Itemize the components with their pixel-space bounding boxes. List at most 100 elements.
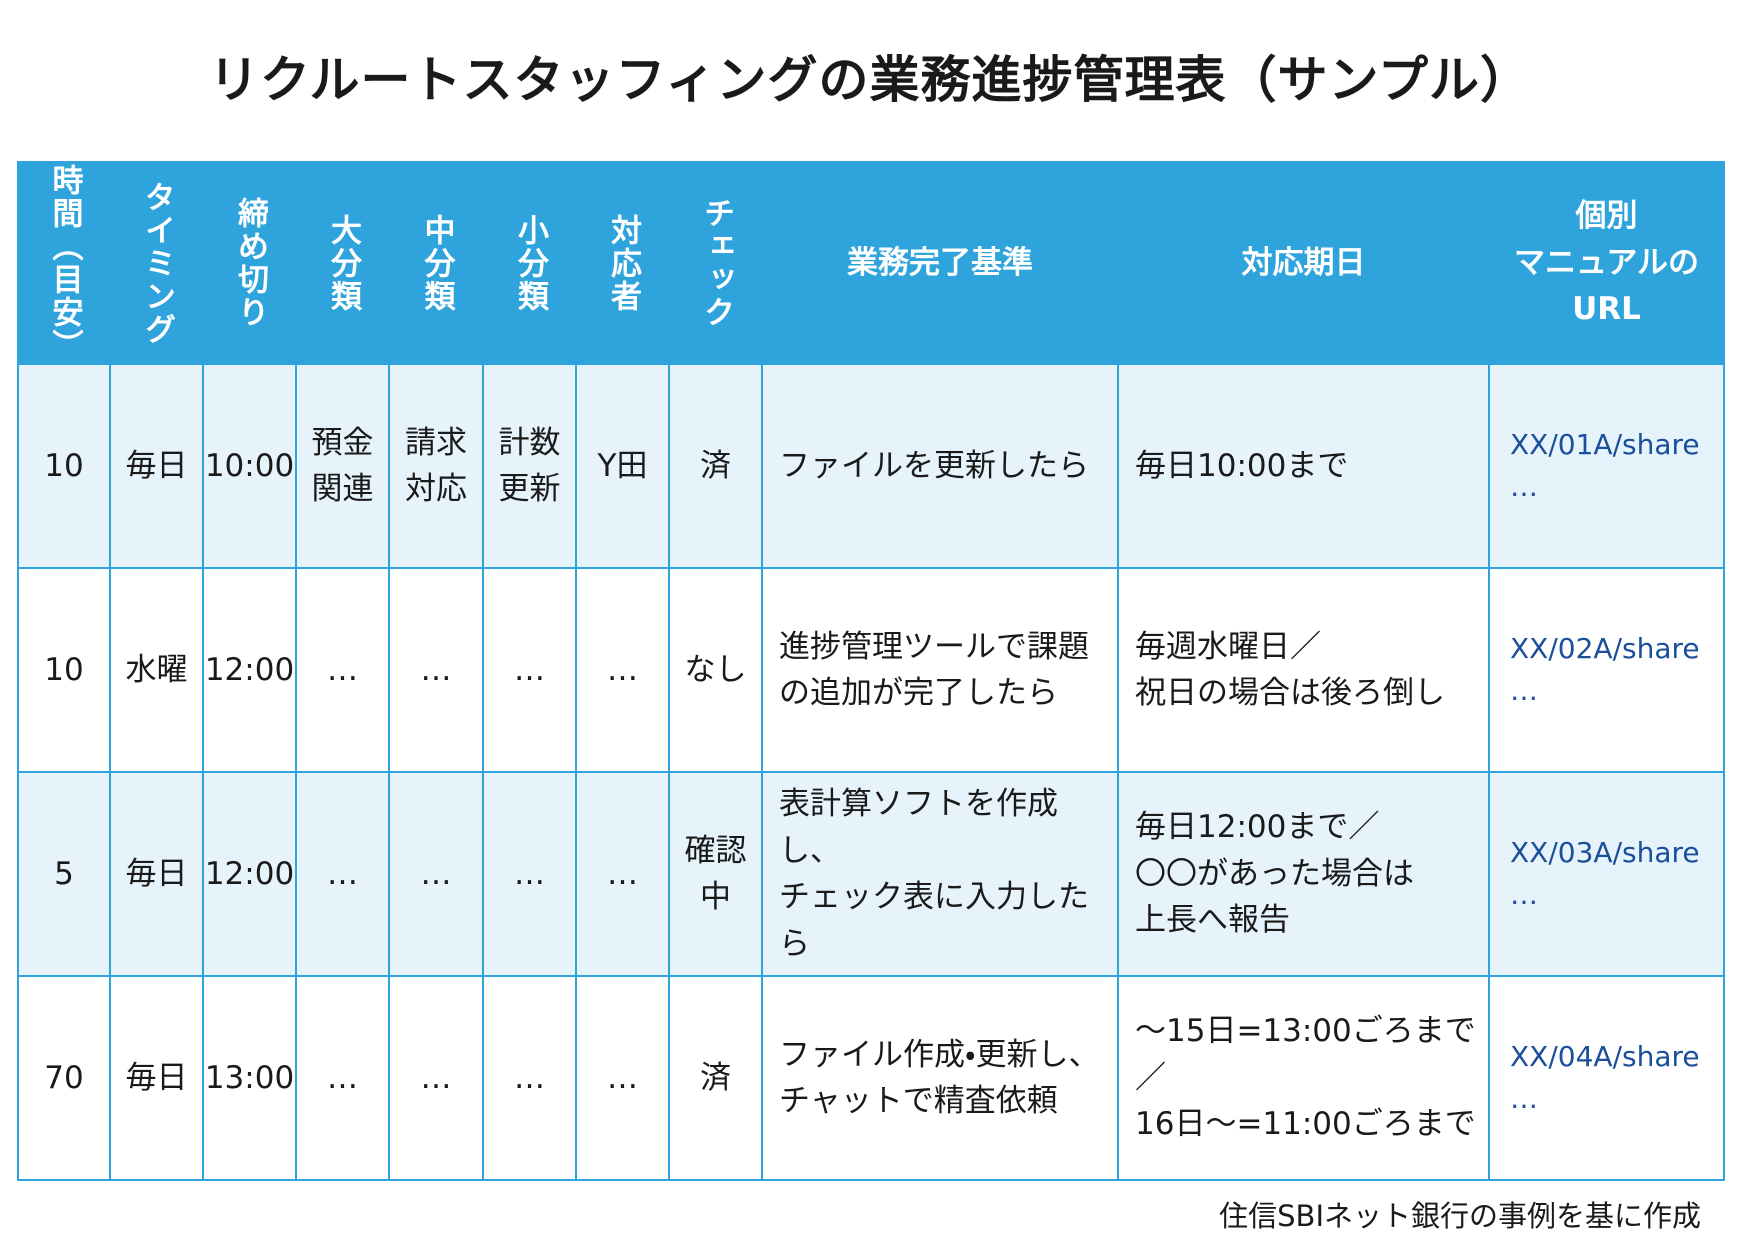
- cell-line: …: [1510, 470, 1538, 503]
- cell-text: …: [420, 651, 452, 688]
- table-row: 70 毎日 13:00………… 済ファイル作成・更新し、 チャットで精査依頼 ～15日=1…: [17, 975, 1725, 1181]
- table-cell: 水曜: [109, 567, 204, 773]
- table-cell: 10: [17, 363, 111, 569]
- table-row: 5 毎日 12:00………… 確認中表計算ソフトを作成し、 チェック表に入力したら 毎日1…: [17, 771, 1725, 977]
- table-cell: 70: [17, 975, 111, 1181]
- cell-text: …: [420, 1059, 452, 1096]
- table-cell: 毎日: [109, 975, 204, 1181]
- cell-line: URL: [1572, 291, 1641, 328]
- cell-line: …: [1510, 1082, 1538, 1115]
- cell-line: 毎日12:00まで／: [1135, 809, 1380, 846]
- progress-table: 時間（目安） タイミング 締め切り 大分類 中分類 小分類 対応者 チェック 業務完了基準 対応期…: [17, 161, 1725, 1181]
- cell-text: 毎日: [125, 447, 188, 484]
- cell-line: ファイル作成・更新し、: [779, 1036, 1100, 1073]
- cell-line: …: [1510, 878, 1538, 911]
- table-cell: …: [388, 567, 484, 773]
- cell-line: 毎日10:00まで: [1135, 447, 1349, 484]
- title: リクルートスタッフィングの業務進捗管理表（サンプル）: [209, 51, 1531, 109]
- cell-line: 更新: [498, 471, 561, 507]
- header-cell: 大分類: [295, 161, 390, 365]
- table-cell: …: [295, 567, 390, 773]
- table-cell: 請求 対応: [388, 363, 484, 569]
- cell-line: XX/03A/share: [1510, 836, 1700, 869]
- cell-text: …: [607, 651, 638, 688]
- table-cell: なし: [668, 567, 763, 773]
- cell-text: 業務完了基準: [847, 244, 1033, 281]
- cell-line: 確認: [684, 832, 747, 869]
- header-cell: 締め切り: [202, 161, 297, 365]
- cell-line: 預金: [311, 424, 374, 461]
- cell-line: XX/01A/share: [1510, 428, 1700, 461]
- table-cell: 13:00: [202, 975, 297, 1181]
- table-cell: ～15日=13:00ごろまで／ 16日～=11:00ごろまで: [1117, 975, 1490, 1181]
- cell-line: XX/02A/share: [1510, 632, 1700, 665]
- cell-text: 締め切り: [232, 197, 268, 329]
- cell-text: Y田: [597, 447, 648, 484]
- table-cell: …: [482, 567, 577, 773]
- table-cell: 計数 更新: [482, 363, 577, 569]
- cell-line: 進捗管理ツールで課題: [779, 628, 1089, 665]
- header-cell: 時間（目安）: [17, 161, 111, 365]
- table-cell: …: [295, 975, 390, 1181]
- table-cell: Y田: [575, 363, 670, 569]
- cell-text: …: [514, 1059, 545, 1096]
- cell-text: 対応者: [605, 213, 641, 313]
- table-cell: 10:00: [202, 363, 297, 569]
- cell-text: …: [607, 855, 638, 892]
- table-cell: 済: [668, 363, 763, 569]
- cell-text: …: [327, 855, 358, 892]
- table-cell: ファイルを更新したら: [761, 363, 1119, 569]
- cell-line: 対応: [405, 471, 467, 507]
- header-cell: 業務完了基準: [761, 161, 1119, 365]
- cell-text: タイミング: [139, 180, 175, 346]
- table-cell: 預金 関連: [295, 363, 390, 569]
- table-cell: …: [295, 771, 390, 977]
- table-cell: 12:00: [202, 567, 297, 773]
- header-cell: 小分類: [482, 161, 577, 365]
- cell-text: 5: [54, 855, 74, 892]
- table-cell: ファイル作成・更新し、 チャットで精査依頼: [761, 975, 1119, 1181]
- cell-text: 10:00: [204, 447, 295, 484]
- url-cell: XX/03A/share …: [1488, 771, 1725, 977]
- header-cell: 対応者: [575, 161, 670, 365]
- table-cell: …: [482, 975, 577, 1181]
- table-cell: 毎日: [109, 363, 204, 569]
- cell-line: 計数: [498, 424, 561, 461]
- cell-text: …: [514, 651, 545, 688]
- url-cell: XX/04A/share …: [1488, 975, 1725, 1181]
- cell-line: 〇〇があった場合は: [1135, 855, 1414, 892]
- header-cell: 中分類: [388, 161, 484, 365]
- table-cell: 確認中: [668, 771, 763, 977]
- cell-text: …: [607, 1059, 638, 1096]
- cell-text: 時間（目安）: [46, 164, 83, 362]
- cell-text: 水曜: [125, 651, 188, 688]
- cell-line: 上長へ報告: [1135, 902, 1290, 939]
- cell-line: XX/04A/share: [1510, 1040, 1700, 1073]
- cell-text: チェック: [698, 197, 734, 329]
- table-cell: 12:00: [202, 771, 297, 977]
- cell-text: …: [420, 855, 452, 892]
- cell-text: 70: [44, 1059, 84, 1096]
- cell-line: 16日～=11:00ごろまで: [1135, 1106, 1476, 1143]
- table-cell: 表計算ソフトを作成し、 チェック表に入力したら: [761, 771, 1119, 977]
- table-row: 10 毎日 10:00 預金 関連 請求 対応 計数更新 Y田済ファイルを更新したら 毎日10:0…: [17, 363, 1725, 569]
- table-cell: …: [575, 771, 670, 977]
- table-cell: 進捗管理ツールで課題 の追加が完了したら: [761, 567, 1119, 773]
- header-cell: チェック: [668, 161, 763, 365]
- table-cell: …: [575, 975, 670, 1181]
- cell-text: 毎日: [125, 1059, 188, 1096]
- cell-line: 表計算ソフトを作成し、: [779, 786, 1058, 869]
- table-cell: …: [388, 771, 484, 977]
- cell-text: …: [327, 651, 358, 688]
- table-cell: 済: [668, 975, 763, 1181]
- table-cell: 10: [17, 567, 111, 773]
- cell-line: マニュアルの: [1513, 244, 1700, 281]
- cell-line: チェック表に入力したら: [779, 879, 1089, 962]
- table-cell: 5: [17, 771, 111, 977]
- cell-text: 12:00: [204, 651, 295, 688]
- cell-text: 毎日: [125, 855, 188, 892]
- cell-text: 10: [44, 651, 84, 688]
- table-cell: 毎日: [109, 771, 204, 977]
- header-cell: 個別 マニュアルの URL: [1488, 161, 1725, 365]
